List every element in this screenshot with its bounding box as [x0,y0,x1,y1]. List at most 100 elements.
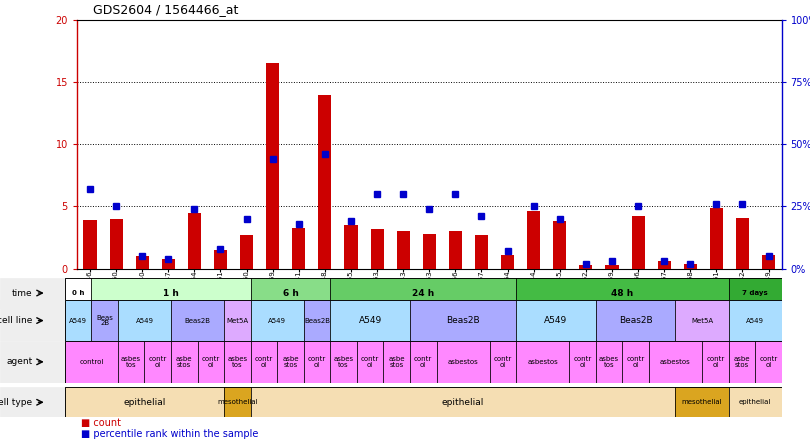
Text: contr
ol: contr ol [573,356,591,368]
Text: A549: A549 [268,317,286,324]
Bar [449,231,462,269]
Bar [596,300,676,341]
Bar [596,300,676,341]
Text: contr
ol: contr ol [414,356,433,368]
Text: time: time [12,289,32,297]
Bar [250,341,277,383]
Bar [171,300,224,341]
Bar [423,234,436,269]
Text: asbes
tos: asbes tos [122,356,141,368]
Bar [198,341,224,383]
Bar [516,300,596,341]
Bar [728,278,782,309]
Bar [728,387,782,417]
Bar [92,278,250,309]
Text: GSM139649: GSM139649 [765,270,772,313]
Text: GSM139657: GSM139657 [479,270,484,313]
Text: ■ percentile rank within the sample: ■ percentile rank within the sample [81,429,258,440]
Bar [357,341,383,383]
Bar [144,341,171,383]
Text: cell line: cell line [0,316,32,325]
Bar [214,250,227,269]
Bar [728,300,782,341]
Text: GSM139654: GSM139654 [191,270,198,313]
Bar [330,341,357,383]
Text: GSM139664: GSM139664 [505,270,510,313]
Bar [224,387,250,417]
Text: Beas
2B: Beas 2B [96,315,113,326]
Bar [118,341,144,383]
Bar [65,387,224,417]
Text: GSM139760: GSM139760 [244,270,249,313]
Bar [198,341,224,383]
Text: contr
ol: contr ol [706,356,724,368]
Bar [118,341,144,383]
Text: GSM139669: GSM139669 [270,270,275,313]
Bar [569,341,596,383]
Text: GSM139644: GSM139644 [531,270,537,313]
Bar [596,341,622,383]
Bar [357,341,383,383]
Bar [527,211,540,269]
Bar [516,300,596,341]
Text: asbe
stos: asbe stos [282,356,299,368]
Bar [410,341,437,383]
Text: GSM139656: GSM139656 [453,270,458,313]
Text: asbestos: asbestos [527,359,558,365]
Bar [702,341,728,383]
Bar [292,228,305,269]
Text: epithelial: epithelial [123,398,165,407]
Bar [676,387,728,417]
Text: GSM139659: GSM139659 [609,270,615,313]
Text: Beas2B: Beas2B [185,317,211,324]
Bar [224,341,250,383]
Bar [240,235,253,269]
Text: GDS2604 / 1564466_at: GDS2604 / 1564466_at [93,3,238,16]
Text: Met5A: Met5A [226,317,249,324]
Bar [162,259,175,269]
Bar [676,300,728,341]
Bar [304,300,330,341]
Bar [397,231,410,269]
Bar [304,341,330,383]
Bar [277,341,304,383]
Bar [383,341,410,383]
Text: contr
ol: contr ol [361,356,379,368]
Bar [728,300,782,341]
Bar [92,278,250,309]
Bar [762,255,775,269]
Text: 48 h: 48 h [612,289,633,297]
Bar [569,341,596,383]
Bar [118,300,171,341]
Text: GSM139646: GSM139646 [87,270,93,313]
Text: GSM139663: GSM139663 [374,270,380,313]
Bar [676,300,728,341]
Bar [224,300,250,341]
Bar [92,300,118,341]
Bar [224,341,250,383]
Bar [171,300,224,341]
Text: contr
ol: contr ol [308,356,326,368]
Bar [736,218,749,269]
Text: asbes
tos: asbes tos [334,356,354,368]
Bar [632,216,645,269]
Bar [250,278,330,309]
Bar [489,341,516,383]
Text: contr
ol: contr ol [255,356,273,368]
Text: GSM139660: GSM139660 [113,270,119,313]
Text: GSM139653: GSM139653 [426,270,433,313]
Text: Beas2B: Beas2B [619,316,652,325]
Bar [250,300,304,341]
Text: GSM139645: GSM139645 [556,270,563,313]
Bar [516,278,728,309]
Text: control: control [79,359,104,365]
Bar [728,387,782,417]
Text: GSM139640: GSM139640 [139,270,145,313]
Text: GSM139666: GSM139666 [635,270,641,313]
Bar [65,300,92,341]
Text: GSM139642: GSM139642 [740,270,745,313]
Bar [330,300,410,341]
Bar [144,341,171,383]
Bar [118,300,171,341]
Text: asbestos: asbestos [660,359,691,365]
